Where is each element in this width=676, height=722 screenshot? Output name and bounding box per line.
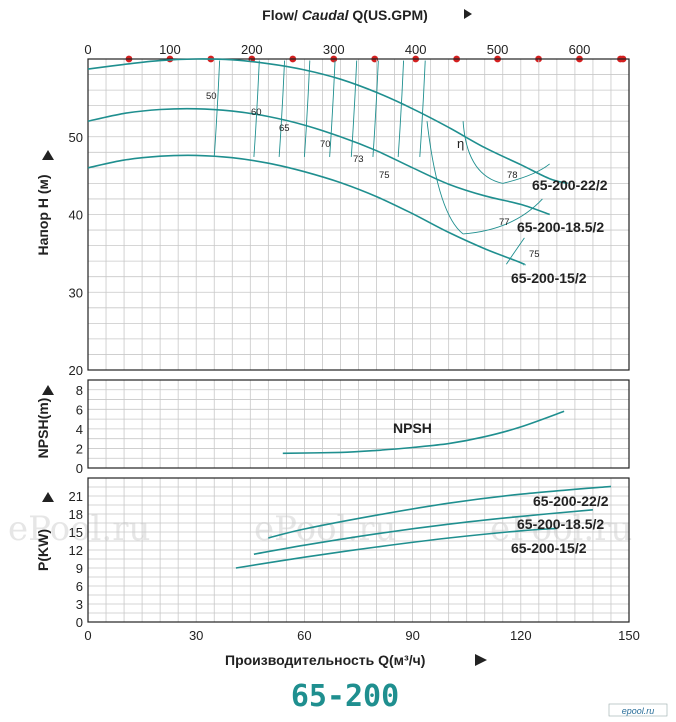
power-y-tick-label: 15: [69, 525, 83, 540]
efficiency-line: [372, 60, 379, 157]
top-tick-label: 500: [487, 42, 509, 57]
head-y-tick-label: 50: [69, 130, 83, 145]
x-tick-label: 120: [510, 628, 532, 643]
efficiency-label: 75: [379, 170, 390, 181]
top-axis-title-prefix: Flow/: [262, 7, 302, 23]
efficiency-label: 77: [499, 217, 510, 228]
efficiency-line: [505, 237, 525, 265]
x-tick-label: 90: [405, 628, 419, 643]
head-series-65-200-18.5/2: [87, 107, 550, 216]
head-curve-label: 65-200-18.5/2: [517, 219, 604, 235]
efficiency-symbol: η: [457, 136, 464, 151]
efficiency-line: [463, 198, 543, 235]
x-axis-title: Производительность Q(м³/ч): [225, 652, 425, 668]
model-title: 65-200: [291, 679, 399, 714]
npsh-y-tick-label: 4: [76, 422, 83, 437]
power-y-tick-label: 18: [69, 507, 83, 522]
efficiency-label: 65: [279, 123, 290, 134]
grid-layer: [87, 55, 630, 623]
head-curve-label: 65-200-15/2: [511, 270, 587, 286]
npsh-y-tick-label: 6: [76, 402, 83, 417]
head-y-tick-label: 20: [69, 363, 83, 378]
top-axis-title-italic: Caudal: [302, 7, 350, 23]
efficiency-line: [303, 60, 311, 157]
npsh-y-axis-title: NPSH(m): [35, 398, 51, 459]
x-tick-label: 60: [297, 628, 311, 643]
head-series-65-200-15/2: [87, 154, 526, 266]
power-y-tick-label: 0: [76, 615, 83, 630]
x-axis-arrow-icon: [475, 654, 487, 666]
npsh-y-tick-label: 8: [76, 383, 83, 398]
efficiency-label: 75: [529, 249, 540, 260]
head-curve-label: 65-200-22/2: [532, 177, 608, 193]
power-series-65-200-15/2: [235, 527, 557, 569]
power-y-tick-label: 9: [76, 561, 83, 576]
curve-layer: [87, 58, 612, 569]
efficiency-line: [397, 60, 405, 157]
svg-text:epool.ru: epool.ru: [622, 706, 655, 716]
top-tick-label: 600: [569, 42, 591, 57]
efficiency-line: [253, 60, 260, 157]
efficiency-label: 60: [251, 107, 262, 118]
npsh-y-tick-label: 2: [76, 441, 83, 456]
head-y-arrow-icon: [42, 150, 54, 160]
efficiency-label: 70: [320, 139, 331, 150]
head-y-tick-label: 40: [69, 208, 83, 223]
power-series-65-200-22/2: [268, 485, 612, 539]
npsh-panel-frame: [87, 379, 630, 469]
power-y-tick-label: 12: [69, 543, 83, 558]
top-tick-label: 100: [159, 42, 181, 57]
head-y-tick-label: 30: [69, 285, 83, 300]
top-axis-arrow-icon: [464, 9, 472, 19]
top-tick-label: 400: [405, 42, 427, 57]
power-curve-label: 65-200-18.5/2: [517, 516, 604, 532]
npsh-y-arrow-icon: [42, 385, 54, 395]
efficiency-line: [419, 60, 426, 157]
top-tick-label: 300: [323, 42, 345, 57]
top-tick-label: 200: [241, 42, 263, 57]
watermark-text: ePool.ru: [8, 509, 150, 549]
power-curve-label: 65-200-15/2: [511, 540, 587, 556]
watermark-text: ePool.ru: [490, 509, 632, 549]
top-axis-title-suffix: Q(US.GPM): [349, 7, 428, 23]
npsh-y-tick-label: 0: [76, 461, 83, 476]
head-panel-frame: [87, 58, 630, 371]
x-tick-label: 150: [618, 628, 640, 643]
efficiency-line: [350, 60, 358, 157]
power-y-arrow-icon: [42, 492, 54, 502]
power-series-65-200-18.5/2: [253, 509, 593, 555]
epool-logo: epool.ru: [608, 703, 668, 717]
efficiency-label: 50: [206, 91, 217, 102]
efficiency-line: [426, 121, 464, 235]
power-y-tick-label: 3: [76, 597, 83, 612]
npsh-curve-label: NPSH: [393, 420, 432, 436]
efficiency-line: [329, 60, 336, 157]
top-axis-title: Flow/ Caudal Q(US.GPM): [262, 7, 428, 23]
power-curve-label: 65-200-22/2: [533, 493, 609, 509]
power-y-axis-title: P(KW): [35, 529, 51, 571]
efficiency-line: [278, 60, 286, 157]
x-tick-label: 0: [84, 628, 91, 643]
power-y-tick-label: 6: [76, 579, 83, 594]
power-y-tick-label: 21: [69, 489, 83, 504]
efficiency-line: [213, 60, 221, 157]
head-y-axis-title: Напор Н (м): [35, 174, 51, 255]
x-tick-label: 30: [189, 628, 203, 643]
top-tick-label: 0: [84, 42, 91, 57]
efficiency-label: 78: [507, 170, 518, 181]
efficiency-label: 73: [353, 154, 364, 165]
efficiency-line: [502, 163, 550, 184]
head-series-65-200-22/2: [87, 58, 568, 185]
power-panel-frame: [87, 477, 630, 623]
efficiency-line: [462, 121, 503, 184]
npsh-series-NPSH: [282, 410, 565, 455]
